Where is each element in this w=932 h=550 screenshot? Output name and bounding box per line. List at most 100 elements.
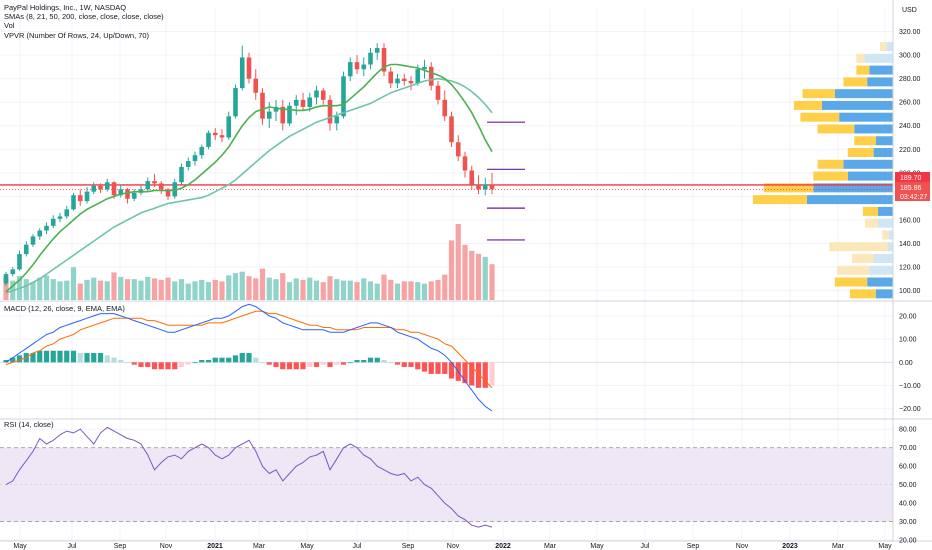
macd-histogram-bar [293,362,299,370]
vpvr-down-bar [862,206,878,216]
macd-histogram-bar [273,362,279,367]
price-tick-label: 220.00 [899,147,921,154]
time-tick-label: May [590,543,604,550]
macd-histogram-bar [246,353,252,363]
macd-histogram-bar [448,362,455,379]
vpvr-down-bar [793,100,822,110]
candle-body [354,62,360,70]
time-tick-label: May [878,543,892,550]
vpvr-down-bar [856,65,870,75]
vpvr-down-bar [880,42,887,52]
volume-bar [97,280,104,300]
sma21-line [5,77,493,294]
macd-signal-line [5,310,493,389]
candle-body [226,116,232,138]
candle-body [104,182,110,190]
time-tick-label: Sep [687,543,700,550]
candle-body [212,132,218,136]
volume-bar [489,264,495,300]
volume-bar [327,276,333,300]
macd-histogram-bar [84,353,90,363]
candle-body [408,81,414,84]
macd-histogram-bar [347,362,353,364]
time-tick-label: May [300,543,314,550]
vpvr-up-bar [865,53,893,63]
vpvr-down-bar [802,89,835,99]
volume-bar [469,250,475,300]
vpvr-down-bar [829,242,888,252]
candle-body [145,181,151,190]
sma8-line [5,63,493,293]
candle-body [131,192,137,199]
time-axis: May Jul Sep Nov 2021 Mar May Jul Sep Nov 2022 Mar Ma… [13,543,892,550]
macd-histogram-bar [3,360,9,363]
vpvr-down-bar [865,218,878,228]
candle-body [449,116,454,143]
volume-bar [442,274,448,300]
volume-bar [205,282,212,300]
price-tick-label: 240.00 [899,123,921,130]
candle-body [435,85,441,100]
volume-bar [475,253,482,300]
time-tick-label: Sep [114,543,127,550]
vpvr-down-bar [849,289,876,299]
vpvr-up-bar [867,277,893,287]
time-tick-label: Mar [832,543,845,550]
macd-histogram-bar [226,357,232,363]
macd-histogram-bar [340,362,347,365]
vpvr-down-bar [753,195,807,205]
time-tick-label: 2021 [207,543,223,550]
volume-bar [91,277,97,300]
macd-histogram-bar [212,357,218,363]
macd-histogram-bar [232,355,239,363]
volume-bar [300,279,306,300]
rsi-band [0,447,893,522]
vpvr-up-bar [886,42,893,52]
macd-histogram-bar [469,362,475,386]
macd-histogram-bar [91,353,97,363]
target-lines [487,121,525,241]
macd-histogram-bar [77,353,83,363]
currency-label: USD [902,7,917,14]
macd-histogram-bar [320,362,326,365]
price-tick-label: 140.00 [899,241,921,248]
candle-body [30,236,36,245]
candle-body [307,97,313,107]
vpvr-down-bar [882,230,889,240]
macd-histogram-bar [367,357,374,363]
time-tick-label: Nov [447,543,460,550]
vpvr-down-bar [817,124,855,134]
vpvr-down-bar [837,265,870,275]
volume-bar [84,279,90,300]
legend-macd: MACD (12, 26, close, 9, EMA, EMA) [4,304,125,313]
macd-histogram-bar [192,362,198,364]
vpvr-down-bar [854,136,876,146]
volume-bar [293,278,299,300]
macd-tick-label: 20.00 [899,313,917,320]
rsi-tick-label: 20.00 [899,538,917,545]
macd-histogram-bar [145,362,151,367]
vpvr-up-bar [834,89,893,99]
candle-body [84,191,90,202]
volume-bar [448,240,455,300]
macd-histogram-bar [253,357,259,363]
legend-rsi: RSI (14, close) [4,420,54,429]
candle-body [489,184,495,190]
candle-body [300,99,306,107]
volume-bar [70,267,77,300]
volume-bar [266,277,272,300]
macd-histogram-bar [475,362,482,388]
vpvr-up-bar [873,253,893,263]
vpvr-up-bar [888,230,893,240]
candle-body [37,230,43,237]
candle-body [50,218,56,226]
vpvr-down-bar [856,53,865,63]
volume-bars [3,224,495,300]
candle-body [185,161,191,167]
vpvr-up-bar [877,218,893,228]
volume-bar [23,279,29,300]
macd-histogram-bar [104,355,110,363]
macd-histogram-bar [307,362,313,367]
vpvr-up-bar [875,136,893,146]
